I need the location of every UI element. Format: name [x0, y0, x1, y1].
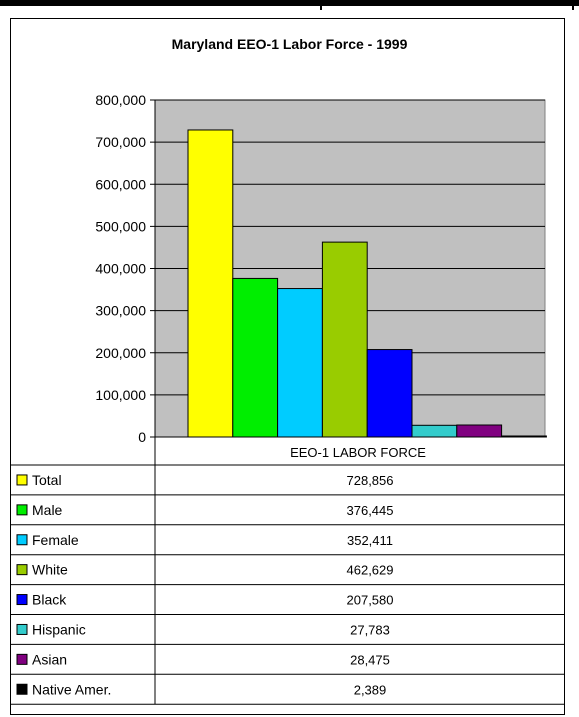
- data-label: 376,445: [347, 503, 394, 518]
- y-tick-label: 100,000: [95, 387, 146, 403]
- bar-black: [366, 349, 413, 438]
- legend-key-white: [16, 564, 28, 576]
- category-label: EEO-1 LABOR FORCE: [290, 445, 426, 460]
- y-tick-label: 700,000: [95, 134, 146, 150]
- legend-label: Native Amer.: [32, 681, 111, 697]
- legend-label: Asian: [32, 651, 67, 667]
- legend-key-hispanic: [16, 623, 28, 635]
- legend-label: Male: [32, 502, 63, 518]
- legend-key-male: [16, 504, 28, 516]
- y-tick-label: 400,000: [95, 261, 146, 277]
- top-rule: [0, 0, 579, 10]
- data-label: 462,629: [347, 563, 394, 578]
- legend-key-black: [16, 594, 28, 606]
- bar-hispanic: [411, 424, 458, 438]
- legend-key-female: [16, 534, 28, 546]
- data-label: 728,856: [347, 473, 394, 488]
- bar-native-amer: [501, 435, 547, 438]
- y-tick-label: 200,000: [95, 345, 146, 361]
- data-label: 2,389: [354, 682, 387, 697]
- bar-female: [277, 288, 323, 438]
- data-label: 27,783: [350, 622, 390, 637]
- data-label: 28,475: [350, 652, 390, 667]
- legend-label: Total: [32, 472, 62, 488]
- data-label: 352,411: [347, 533, 393, 548]
- legend-label: Black: [32, 592, 67, 608]
- top-rule-tick: [572, 0, 574, 10]
- y-tick-label: 500,000: [95, 218, 146, 234]
- y-tick-label: 300,000: [95, 303, 146, 319]
- bar-asian: [456, 424, 503, 438]
- y-tick-label: 0: [138, 429, 146, 445]
- bar-white: [321, 241, 368, 438]
- bar-total: [187, 129, 234, 438]
- y-tick-label: 800,000: [95, 92, 146, 108]
- legend-key-native-amer: [16, 683, 28, 695]
- top-rule-tick: [320, 0, 322, 10]
- legend-key-total: [16, 474, 28, 486]
- legend-key-asian: [16, 653, 28, 665]
- bar-male: [232, 277, 279, 438]
- legend-label: White: [32, 562, 68, 578]
- data-label: 207,580: [347, 593, 394, 608]
- chart-title: Maryland EEO-1 Labor Force - 1999: [171, 36, 408, 52]
- y-tick-label: 600,000: [95, 176, 146, 192]
- legend-label: Female: [32, 532, 79, 548]
- legend-label: Hispanic: [32, 621, 86, 637]
